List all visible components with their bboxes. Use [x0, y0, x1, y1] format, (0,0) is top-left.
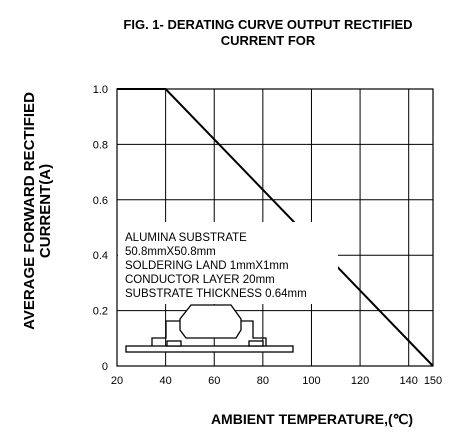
- y-tick-label-0: 0: [102, 361, 108, 373]
- left-lead: [151, 320, 184, 346]
- plot-frame: [116, 88, 434, 367]
- x-tick-label-7: 150: [424, 375, 442, 387]
- annotation-line-3: SOLDERING LAND 1mmX1mm: [125, 260, 289, 272]
- y-axis-label-line-1: AVERAGE FORWARD RECTIFIED: [21, 92, 38, 330]
- component-diagram: [125, 304, 294, 353]
- substrate-board: [125, 345, 294, 353]
- annotation-block: ALUMINA SUBSTRATE 50.8mmX50.8mm SOLDERIN…: [118, 222, 338, 304]
- grid-lines: [117, 89, 433, 366]
- annotation-line-5: SUBSTRATE THICKNESS 0.64mm: [125, 288, 307, 300]
- tick-labels: 20 40 60 80 100 120 140 150 0 0.2 0.4 0.6 0.8 1.0: [93, 84, 442, 387]
- annotation-line-2: 50.8mmX50.8mm: [125, 246, 216, 258]
- x-axis-label: AMBIENT TEMPERATURE,(℃): [211, 411, 413, 427]
- y-tick-label-1: 0.2: [93, 306, 108, 318]
- x-tick-label-3: 80: [257, 375, 269, 387]
- y-axis-label-line-2: CURRENT(A): [37, 164, 54, 258]
- annotation-line-4: CONDUCTOR LAYER 20mm: [125, 274, 275, 286]
- x-tick-label-5: 120: [351, 375, 369, 387]
- chart-title-line-2: CURRENT FOR: [221, 33, 316, 48]
- y-tick-label-4: 0.8: [93, 139, 108, 151]
- y-tick-label-3: 0.6: [93, 195, 108, 207]
- x-tick-label-1: 40: [159, 375, 171, 387]
- x-tick-label-4: 100: [302, 375, 320, 387]
- y-tick-label-5: 1.0: [93, 84, 108, 96]
- x-tick-label-2: 60: [208, 375, 220, 387]
- series-layer: [117, 88, 434, 367]
- left-solder-land: [166, 340, 182, 347]
- derating-curve-0: [117, 88, 434, 367]
- x-tick-label-0: 20: [111, 375, 123, 387]
- annotation-line-1: ALUMINA SUBSTRATE: [125, 232, 247, 244]
- component-body: [179, 304, 242, 339]
- annotation-background: [118, 222, 338, 304]
- x-tick-label-6: 140: [400, 375, 418, 387]
- chart-title-line-1: FIG. 1- DERATING CURVE OUTPUT RECTIFIED: [123, 17, 412, 32]
- right-lead: [236, 320, 267, 346]
- right-solder-land: [248, 340, 264, 347]
- y-tick-label-2: 0.4: [93, 250, 108, 262]
